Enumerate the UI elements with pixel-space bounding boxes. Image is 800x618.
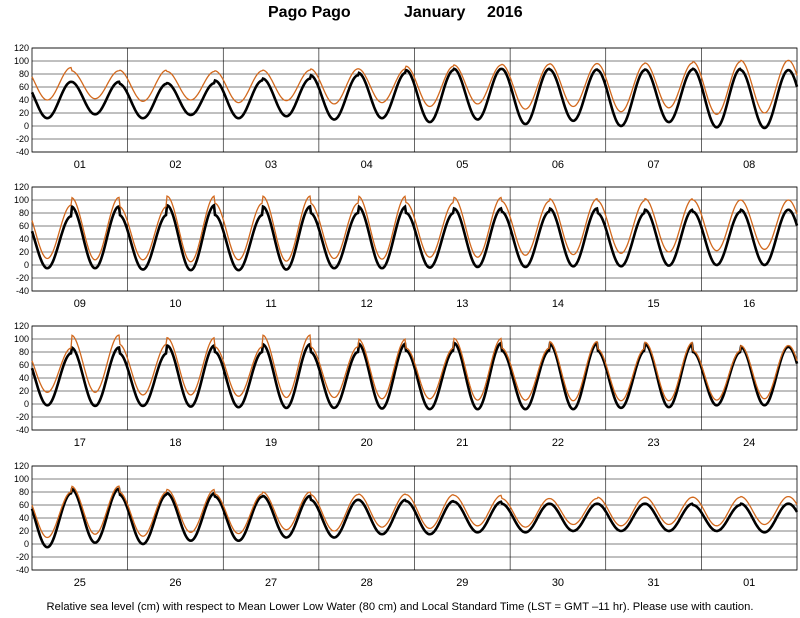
day-label: 05 — [456, 159, 468, 171]
panel-3: -40 -20 0 20 40 60 80 100 120 17 18 19 20 21 22 23 24 — [14, 321, 799, 449]
y-tick-label: 0 — [24, 539, 29, 549]
y-tick-label: -40 — [16, 425, 29, 435]
day-label: 13 — [456, 298, 468, 310]
y-tick-label: -20 — [16, 134, 29, 144]
orange-series-line — [31, 334, 798, 402]
panel-4: -40 -20 0 20 40 60 80 100 120 25 26 27 28 29 30 31 01 — [14, 461, 799, 589]
y-tick-label: -40 — [16, 565, 29, 575]
y-tick-label: 40 — [19, 513, 29, 523]
orange-series-line — [31, 59, 798, 115]
plot-frame — [31, 47, 798, 153]
y-tick-label: 60 — [19, 82, 29, 92]
y-tick-label: 80 — [19, 69, 29, 79]
plot-frame — [31, 325, 798, 431]
y-tick-label: 120 — [14, 43, 29, 53]
day-label: 01 — [74, 159, 86, 171]
y-tick-label: 80 — [19, 208, 29, 218]
y-tick-label: 20 — [19, 247, 29, 257]
y-tick-label: 0 — [24, 399, 29, 409]
y-tick-label: 120 — [14, 461, 29, 471]
y-tick-label: 40 — [19, 95, 29, 105]
day-label: 18 — [169, 437, 181, 449]
y-tick-label: 100 — [14, 56, 29, 66]
station-name: Pago Pago — [268, 4, 351, 21]
day-label: 10 — [169, 298, 181, 310]
year-label: 2016 — [487, 4, 523, 21]
y-tick-label: 80 — [19, 487, 29, 497]
day-label: 01 — [743, 577, 755, 589]
month-label: January — [404, 4, 466, 21]
day-label: 14 — [552, 298, 564, 310]
day-label: 28 — [361, 577, 373, 589]
y-tick-label: 120 — [14, 182, 29, 192]
day-label: 25 — [74, 577, 86, 589]
y-tick-label: -20 — [16, 273, 29, 283]
y-tick-label: 100 — [14, 474, 29, 484]
day-label: 20 — [361, 437, 373, 449]
y-tick-label: 0 — [24, 260, 29, 270]
y-tick-label: 80 — [19, 347, 29, 357]
day-label: 26 — [169, 577, 181, 589]
day-label: 15 — [647, 298, 659, 310]
panel-2: -40 -20 0 20 40 60 80 100 120 09 10 11 12 13 14 15 16 — [14, 182, 799, 310]
day-label: 27 — [265, 577, 277, 589]
chart-title: Pago Pago January 2016 — [0, 4, 800, 26]
black-series-line — [30, 486, 799, 549]
day-label: 29 — [456, 577, 468, 589]
plot-frame — [31, 465, 798, 571]
y-tick-label: 20 — [19, 386, 29, 396]
day-label: 11 — [265, 298, 276, 310]
day-label: 03 — [265, 159, 277, 171]
day-label: 08 — [743, 159, 755, 171]
y-tick-label: 60 — [19, 500, 29, 510]
plot-frame — [31, 186, 798, 292]
day-label: 02 — [169, 159, 181, 171]
y-tick-label: 0 — [24, 121, 29, 131]
day-label: 12 — [361, 298, 373, 310]
y-tick-label: -20 — [16, 552, 29, 562]
day-label: 09 — [74, 298, 86, 310]
day-label: 06 — [552, 159, 564, 171]
day-label: 17 — [74, 437, 86, 449]
y-tick-label: 40 — [19, 373, 29, 383]
day-label: 31 — [647, 577, 659, 589]
black-series-line — [30, 202, 799, 272]
orange-series-line — [31, 195, 798, 263]
day-label: 16 — [743, 298, 755, 310]
footer-note: Relative sea level (cm) with respect to … — [46, 601, 754, 613]
black-series-line — [30, 340, 799, 411]
day-label: 30 — [552, 577, 564, 589]
y-tick-label: 100 — [14, 334, 29, 344]
y-tick-label: 40 — [19, 234, 29, 244]
day-label: 19 — [265, 437, 277, 449]
day-label: 04 — [361, 159, 373, 171]
y-tick-label: 20 — [19, 108, 29, 118]
y-tick-label: 20 — [19, 526, 29, 536]
y-tick-label: 100 — [14, 195, 29, 205]
day-label: 07 — [647, 159, 659, 171]
orange-series-line — [31, 485, 798, 539]
y-tick-label: 60 — [19, 221, 29, 231]
day-label: 22 — [552, 437, 564, 449]
black-series-line — [30, 67, 799, 130]
day-label: 23 — [647, 437, 659, 449]
y-tick-label: -20 — [16, 412, 29, 422]
y-tick-label: -40 — [16, 286, 29, 296]
y-tick-label: -40 — [16, 147, 29, 157]
day-label: 21 — [456, 437, 468, 449]
y-tick-label: 120 — [14, 321, 29, 331]
day-label: 24 — [743, 437, 755, 449]
y-tick-label: 60 — [19, 360, 29, 370]
panel-1: -40 -20 0 20 40 60 80 100 120 01 02 03 04 05 06 07 08 — [14, 43, 799, 171]
